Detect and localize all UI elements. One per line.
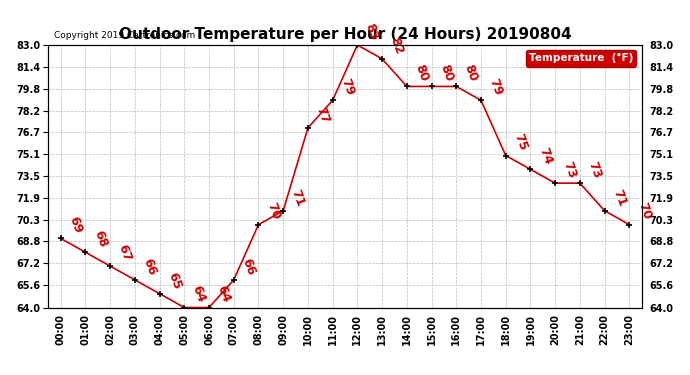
Text: 64: 64: [190, 284, 208, 305]
Text: 71: 71: [610, 187, 629, 208]
Text: 73: 73: [561, 160, 579, 180]
Text: 69: 69: [66, 215, 84, 236]
Text: 73: 73: [585, 160, 604, 180]
Text: 71: 71: [288, 187, 307, 208]
Text: 70: 70: [635, 201, 653, 222]
Legend: Temperature  (°F): Temperature (°F): [526, 50, 636, 66]
Text: 77: 77: [313, 104, 332, 125]
Text: 67: 67: [116, 243, 134, 263]
Text: 66: 66: [239, 256, 257, 277]
Text: 68: 68: [91, 229, 109, 249]
Text: 80: 80: [462, 63, 480, 84]
Title: Outdoor Temperature per Hour (24 Hours) 20190804: Outdoor Temperature per Hour (24 Hours) …: [119, 27, 571, 42]
Text: 82: 82: [388, 35, 406, 56]
Text: 79: 79: [486, 77, 504, 98]
Text: 74: 74: [536, 146, 554, 166]
Text: 70: 70: [264, 201, 282, 222]
Text: 75: 75: [511, 132, 529, 153]
Text: 66: 66: [140, 256, 159, 277]
Text: 79: 79: [338, 77, 356, 98]
Text: 83: 83: [363, 22, 381, 42]
Text: 65: 65: [165, 270, 184, 291]
Text: 64: 64: [215, 284, 233, 305]
Text: Copyright 2019 Cartronics.com: Copyright 2019 Cartronics.com: [55, 31, 195, 40]
Text: 80: 80: [437, 63, 455, 84]
Text: 80: 80: [413, 63, 431, 84]
